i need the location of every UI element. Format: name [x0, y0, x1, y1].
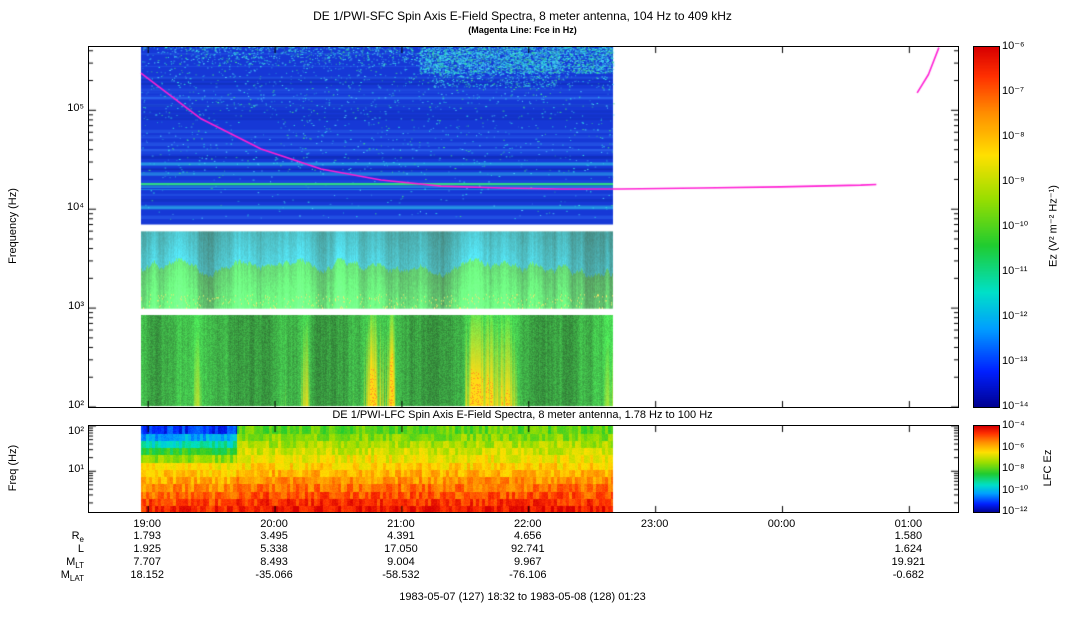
- lfc-y-axis-label: Freq (Hz): [7, 444, 19, 492]
- lfc-y-tick-label: 10²: [68, 425, 84, 437]
- lfc-colorbar-tick-label: 10⁻¹²: [1002, 505, 1028, 517]
- time-tick-label: 01:00: [894, 518, 923, 530]
- ephemeris-value: 3.495: [260, 530, 288, 542]
- ephemeris-row-label: L: [77, 543, 84, 555]
- ephemeris-value: 1.580: [894, 530, 923, 542]
- sfc-y-tick-label: 10³: [68, 300, 84, 313]
- ephemeris-value: 4.391: [387, 530, 415, 542]
- sfc-colorbar-tick-label: 10⁻⁶: [1002, 40, 1025, 52]
- ephemeris-value: 17.050: [384, 543, 418, 555]
- time-tick-label: 23:00: [640, 518, 669, 530]
- ephemeris-value: 5.338: [260, 543, 288, 555]
- time-tick-label: 19:00: [133, 518, 161, 530]
- lfc-spectrogram-panel: [88, 425, 959, 513]
- lfc-colorbar: [973, 425, 1000, 513]
- sfc-colorbar: [973, 46, 1000, 408]
- ephemeris-value: -35.066: [255, 569, 293, 581]
- sfc-colorbar-tick-label: 10⁻¹²: [1002, 310, 1028, 322]
- ephemeris-value: 18.152: [130, 569, 165, 581]
- sfc-colorbar-tick-label: 10⁻¹⁰: [1002, 220, 1029, 232]
- ephemeris-value: -0.682: [892, 569, 924, 581]
- sfc-y-axis-label: Frequency (Hz): [7, 188, 19, 264]
- sfc-spectrogram-panel: [88, 46, 959, 408]
- sfc-title: DE 1/PWI-SFC Spin Axis E-Field Spectra, …: [313, 9, 732, 23]
- ephemeris-value: -58.532: [382, 569, 420, 581]
- lfc-y-tick-label: 10¹: [68, 463, 84, 476]
- ephemeris-row-label: MLAT: [60, 569, 84, 584]
- ephemeris-value: 4.656: [514, 530, 542, 542]
- sfc-y-tick-label: 10⁴: [67, 201, 84, 214]
- lfc-colorbar-tick-label: 10⁻¹⁰: [1002, 483, 1029, 496]
- sfc-colorbar-tick-label: 10⁻⁷: [1002, 85, 1025, 97]
- ephemeris-value: 7.707: [133, 556, 161, 568]
- lfc-heatmap-canvas: [89, 426, 958, 512]
- sfc-colorbar-tick-label: 10⁻¹³: [1002, 355, 1028, 367]
- sfc-subtitle-fce-legend: (Magenta Line: Fce in Hz): [468, 25, 577, 35]
- ephemeris-value: 1.925: [133, 543, 161, 555]
- time-tick-label: 00:00: [767, 518, 796, 530]
- ephemeris-value: 1.793: [133, 530, 161, 542]
- time-tick-label: 20:00: [260, 518, 288, 530]
- ephemeris-value: 92.741: [510, 543, 545, 555]
- time-tick-label: 22:00: [514, 518, 542, 530]
- time-range-footer: 1983-05-07 (127) 18:32 to 1983-05-08 (12…: [399, 591, 646, 603]
- lfc-colorbar-tick-label: 10⁻⁶: [1002, 440, 1025, 453]
- ephemeris-value: 1.624: [894, 543, 923, 555]
- sfc-y-tick-label: 10⁵: [67, 102, 84, 115]
- sfc-heatmap-canvas: [89, 47, 958, 407]
- lfc-colorbar-tick-label: 10⁻⁸: [1002, 462, 1025, 474]
- time-tick-label: 21:00: [387, 518, 415, 530]
- ephemeris-row-label: MLT: [66, 556, 84, 571]
- sfc-colorbar-tick-label: 10⁻⁸: [1002, 130, 1025, 142]
- sfc-colorbar-canvas: [974, 47, 999, 407]
- sfc-colorbar-tick-label: 10⁻¹⁴: [1002, 400, 1029, 412]
- lfc-title: DE 1/PWI-LFC Spin Axis E-Field Spectra, …: [332, 409, 713, 421]
- ephemeris-value: 9.004: [387, 556, 415, 568]
- sfc-colorbar-tick-label: 10⁻⁹: [1002, 175, 1025, 187]
- ephemeris-value: 9.967: [514, 556, 542, 568]
- ephemeris-value: 19.921: [891, 556, 926, 568]
- sfc-colorbar-tick-label: 10⁻¹¹: [1002, 265, 1028, 277]
- lfc-colorbar-canvas: [974, 426, 999, 512]
- ephemeris-row-label: Re: [71, 530, 84, 545]
- ephemeris-value: -76.106: [509, 569, 547, 581]
- lfc-colorbar-tick-label: 10⁻⁴: [1002, 419, 1025, 431]
- sfc-colorbar-label: Ez (V² m⁻² Hz⁻¹): [1047, 185, 1060, 267]
- sfc-y-tick-label: 10²: [68, 399, 84, 411]
- ephemeris-value: 8.493: [260, 556, 288, 568]
